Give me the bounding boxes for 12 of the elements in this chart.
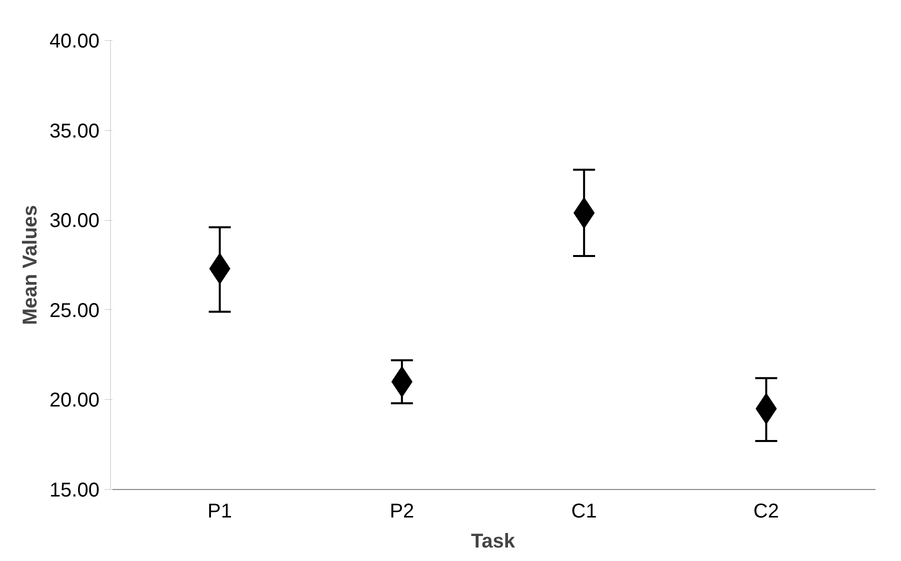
y-tick-label: 20.00 (49, 390, 100, 412)
y-tick-label: 30.00 (49, 210, 100, 232)
y-tick-label: 15.00 (49, 480, 100, 502)
y-axis-title: Mean Values (19, 204, 42, 326)
x-tick-label: P1 (208, 500, 232, 522)
y-tick-label: 35.00 (49, 120, 100, 142)
x-tick-label: P2 (390, 500, 414, 522)
x-tick-label: C1 (571, 500, 597, 522)
y-tick-label: 25.00 (49, 300, 100, 322)
y-tick-label: 40.00 (49, 30, 100, 52)
x-tick-label: C2 (753, 500, 780, 522)
x-axis-title: Task (470, 530, 516, 552)
